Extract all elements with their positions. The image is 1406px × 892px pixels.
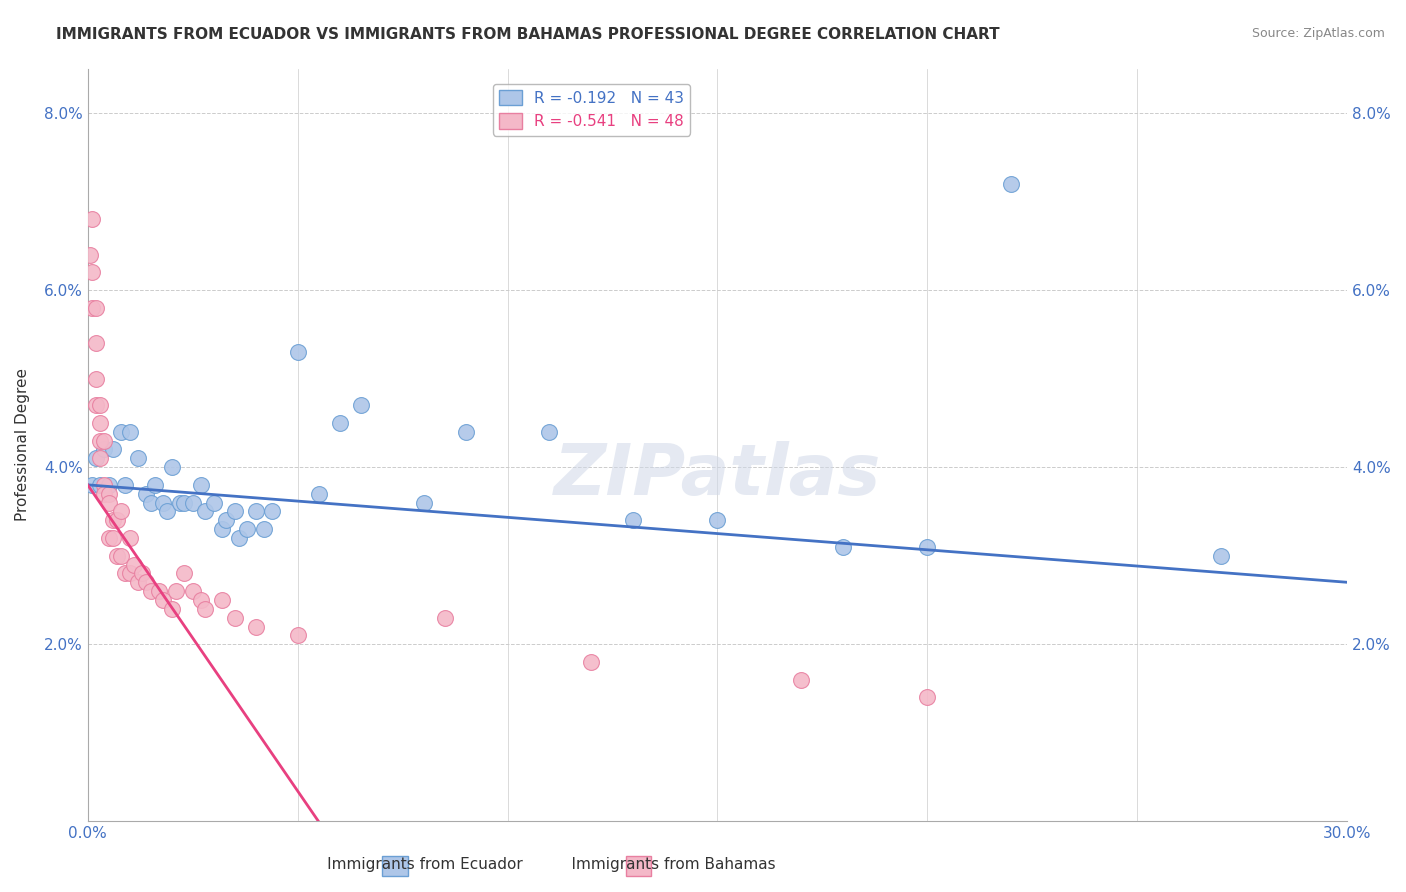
Point <box>1000 177 1022 191</box>
Point <box>454 425 477 439</box>
Point <box>215 513 238 527</box>
Point <box>139 584 162 599</box>
Point <box>118 531 141 545</box>
Point <box>93 442 115 457</box>
Point <box>538 425 561 439</box>
Point <box>211 522 233 536</box>
Point <box>287 628 309 642</box>
Point <box>122 558 145 572</box>
Point <box>148 584 170 599</box>
Point <box>97 486 120 500</box>
Point <box>224 611 246 625</box>
Point <box>84 371 107 385</box>
Point <box>412 495 434 509</box>
Legend: R = -0.192   N = 43, R = -0.541   N = 48: R = -0.192 N = 43, R = -0.541 N = 48 <box>492 84 690 136</box>
Point <box>245 504 267 518</box>
Point <box>190 593 212 607</box>
Point <box>131 566 153 581</box>
Point <box>84 301 107 315</box>
Point <box>236 522 259 536</box>
Point <box>156 504 179 518</box>
Text: Source: ZipAtlas.com: Source: ZipAtlas.com <box>1251 27 1385 40</box>
Point <box>139 495 162 509</box>
Point <box>160 460 183 475</box>
Point <box>93 478 115 492</box>
Point <box>160 602 183 616</box>
Point <box>80 301 103 315</box>
Text: Immigrants from Ecuador          Immigrants from Bahamas: Immigrants from Ecuador Immigrants from … <box>292 857 776 872</box>
Point <box>143 478 166 492</box>
Point <box>135 486 157 500</box>
Point <box>917 690 939 705</box>
Point <box>89 478 111 492</box>
Point <box>114 566 136 581</box>
Point <box>97 478 120 492</box>
Point <box>194 602 217 616</box>
Point <box>110 504 132 518</box>
Point <box>80 212 103 227</box>
Point <box>97 495 120 509</box>
Point <box>101 531 124 545</box>
Point <box>110 425 132 439</box>
Point <box>211 593 233 607</box>
Point <box>84 398 107 412</box>
Point <box>105 513 128 527</box>
Y-axis label: Professional Degree: Professional Degree <box>15 368 30 522</box>
Point <box>308 486 330 500</box>
Point <box>169 495 191 509</box>
Point <box>190 478 212 492</box>
Text: IMMIGRANTS FROM ECUADOR VS IMMIGRANTS FROM BAHAMAS PROFESSIONAL DEGREE CORRELATI: IMMIGRANTS FROM ECUADOR VS IMMIGRANTS FR… <box>56 27 1000 42</box>
Point <box>173 495 195 509</box>
Point <box>114 478 136 492</box>
Point <box>97 531 120 545</box>
Point <box>202 495 225 509</box>
Point <box>80 265 103 279</box>
Point <box>224 504 246 518</box>
Point <box>173 566 195 581</box>
Point <box>623 513 645 527</box>
Point <box>105 549 128 563</box>
Point <box>917 540 939 554</box>
Point <box>152 495 174 509</box>
Point <box>89 416 111 430</box>
Point <box>101 513 124 527</box>
Point <box>181 584 204 599</box>
Point <box>152 593 174 607</box>
Point <box>790 673 813 687</box>
Point <box>228 531 250 545</box>
Point <box>127 575 149 590</box>
Point <box>287 345 309 359</box>
Point <box>118 425 141 439</box>
Point <box>93 486 115 500</box>
Point <box>245 619 267 633</box>
Point <box>110 549 132 563</box>
Point <box>135 575 157 590</box>
Point <box>433 611 456 625</box>
Point <box>84 336 107 351</box>
Point <box>1211 549 1233 563</box>
Point <box>165 584 187 599</box>
Point <box>832 540 855 554</box>
Point <box>329 416 352 430</box>
Point <box>80 478 103 492</box>
Point <box>127 451 149 466</box>
Point <box>89 451 111 466</box>
Point <box>253 522 276 536</box>
Point <box>89 398 111 412</box>
Point <box>581 655 603 669</box>
Point <box>194 504 217 518</box>
Point <box>706 513 728 527</box>
Point <box>101 442 124 457</box>
Point <box>118 566 141 581</box>
Point <box>84 451 107 466</box>
Point <box>89 434 111 448</box>
Point <box>349 398 371 412</box>
Point <box>79 247 101 261</box>
Point <box>181 495 204 509</box>
Point <box>262 504 284 518</box>
Point <box>93 434 115 448</box>
Text: ZIPatlas: ZIPatlas <box>554 441 882 509</box>
